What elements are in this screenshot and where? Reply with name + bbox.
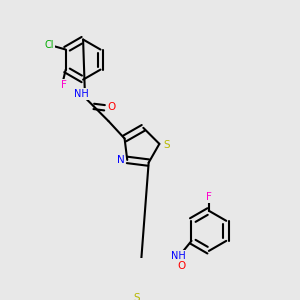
Text: F: F <box>206 192 212 202</box>
Text: NH: NH <box>171 250 186 261</box>
Text: NH: NH <box>74 89 89 99</box>
Text: F: F <box>61 80 67 90</box>
Text: Cl: Cl <box>44 40 54 50</box>
Text: O: O <box>177 261 185 271</box>
Text: O: O <box>107 102 116 112</box>
Text: N: N <box>117 155 124 165</box>
Text: S: S <box>164 140 170 150</box>
Text: S: S <box>134 293 140 300</box>
